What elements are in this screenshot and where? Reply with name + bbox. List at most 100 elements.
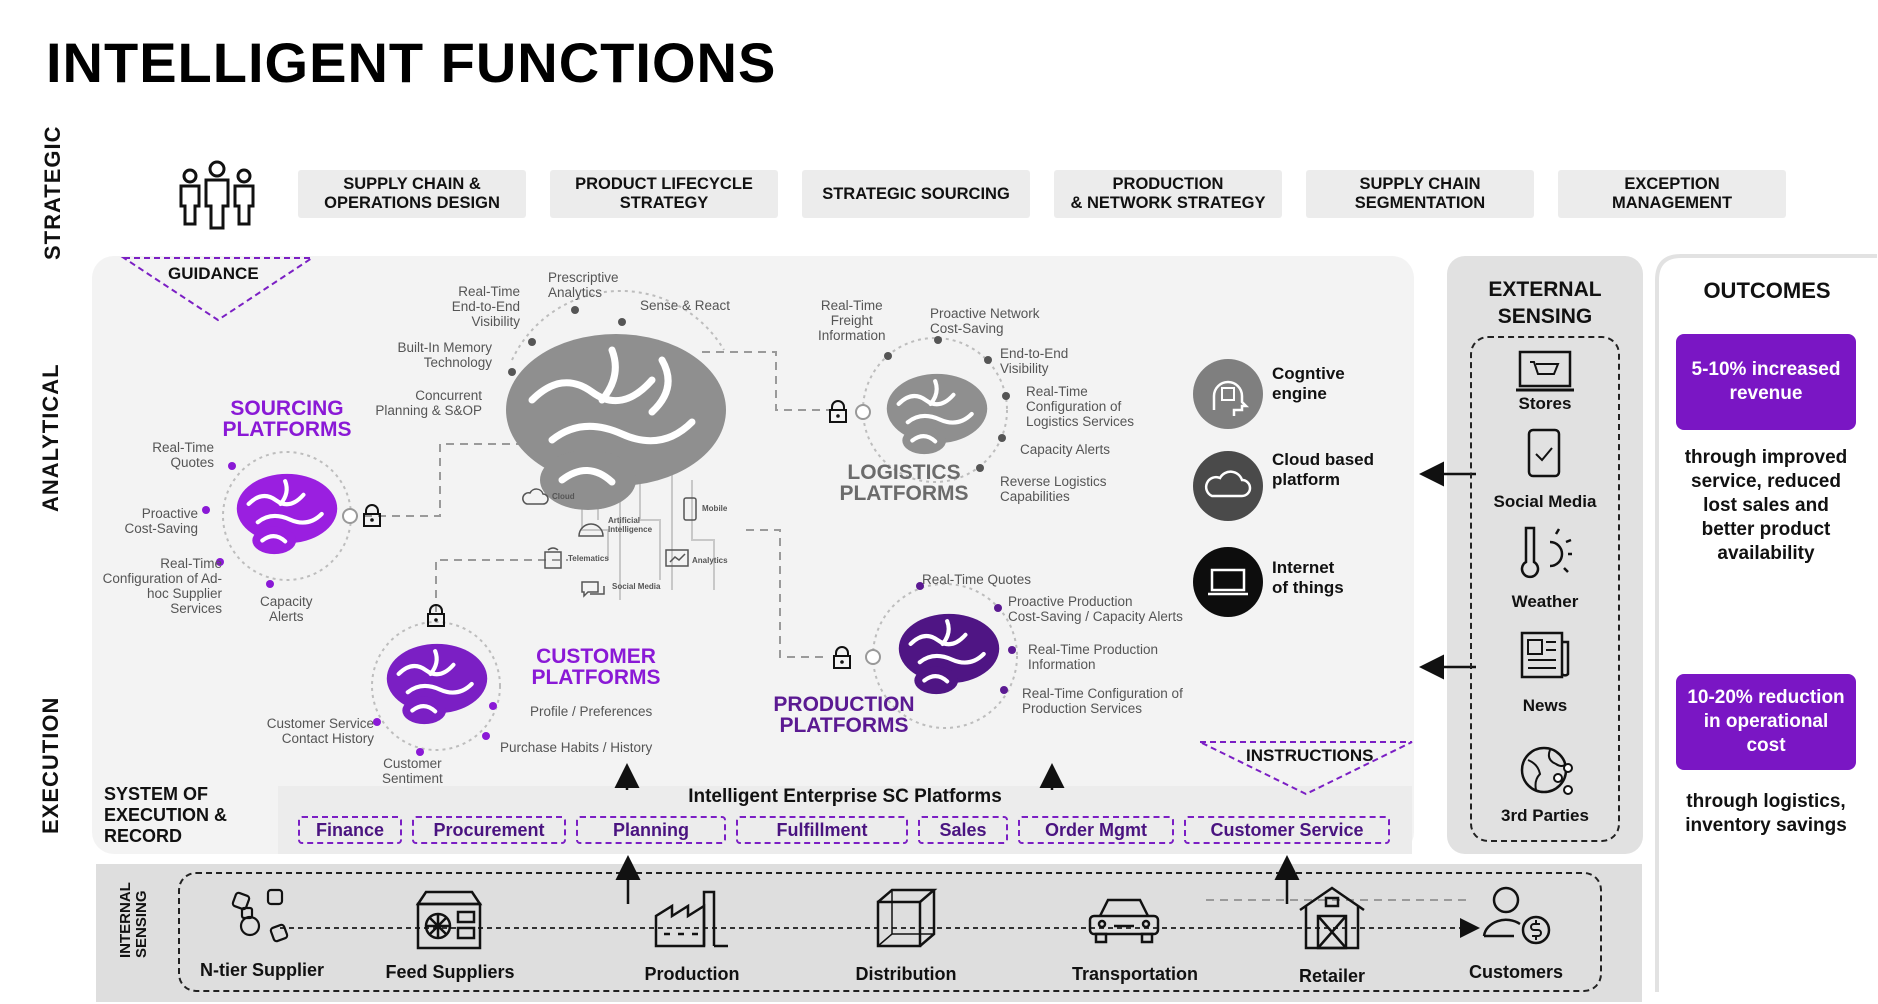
production-label: Proactive Production Cost-Saving / Capac… (1008, 594, 1183, 624)
right-tag-cognitive: Cogntive engine (1272, 364, 1345, 403)
tech-label-mobile: Mobile (702, 504, 728, 513)
cloud-icon (522, 488, 549, 505)
people-group-icon (179, 160, 255, 230)
platform-chip-customer-service: Customer Service (1184, 816, 1390, 844)
internal-item-customers: Customers (1468, 962, 1564, 982)
production-brain-icon (898, 613, 1000, 695)
lock-icon (427, 604, 445, 627)
external-item-weather: Weather (1511, 592, 1579, 611)
internal-sensing-panel (96, 864, 1642, 1002)
production-platforms-title: PRODUCTION PLATFORMS (773, 693, 915, 737)
page-title: INTELLIGENT FUNCTIONS (46, 31, 777, 94)
guidance-label: GUIDANCE (168, 264, 259, 283)
label-sense-react: Sense & React (640, 298, 731, 313)
logistics-label: Capacity Alerts (1020, 442, 1111, 457)
external-sensing-panel (1447, 256, 1643, 854)
internal-item-retailer: Retailer (1298, 966, 1366, 986)
supplier-network-icon (231, 888, 289, 943)
right-tag-cloud: Cloud based platform (1272, 450, 1375, 489)
factory-icon (654, 890, 728, 948)
strategic-item-exception: EXCEPTION MANAGEMENT (1558, 170, 1786, 218)
platform-chip-fulfillment: Fulfillment (736, 816, 908, 844)
label-memory: Built-In Memory Technology (397, 340, 492, 370)
platform-chip-procurement: Procurement (412, 816, 566, 844)
customer-brain-icon (386, 643, 488, 725)
customer-platforms-title: CUSTOMER PLATFORMS (531, 645, 661, 689)
lock-icon (363, 504, 381, 527)
strategic-item-sourcing: STRATEGIC SOURCING (802, 170, 1030, 218)
strategic-item-segmentation: SUPPLY CHAIN SEGMENTATION (1306, 170, 1534, 218)
external-item-stores: Stores (1518, 394, 1572, 413)
telematics-icon (544, 547, 562, 569)
logistics-brain-icon (886, 373, 988, 455)
side-label-analytical: ANALYTICAL (38, 363, 63, 512)
sourcing-label: Proactive Cost-Saving (124, 506, 198, 536)
cognitive-engine-icon (1193, 359, 1263, 429)
platform-chip-planning: Planning (576, 816, 726, 844)
outcome-text-revenue: through improved service, reduced lost s… (1684, 447, 1848, 564)
sourcing-label: Capacity Alerts (260, 594, 313, 624)
mobile-icon (683, 497, 697, 521)
retailer-store-icon (1299, 886, 1365, 950)
customer-payment-icon (1482, 886, 1551, 945)
car-icon (1088, 898, 1160, 944)
internal-item-feed-suppliers: Feed Suppliers (385, 962, 515, 982)
social-media-icon (581, 581, 605, 598)
label-planning: Concurrent Planning & S&OP (375, 388, 482, 418)
enterprise-platform-title: Intelligent Enterprise SC Platforms (688, 786, 1002, 807)
strategic-item-network: PRODUCTION & NETWORK STRATEGY (1054, 170, 1282, 218)
cloud-platform-icon (1193, 451, 1263, 521)
side-label-strategic: STRATEGIC (40, 125, 65, 260)
tech-label-telematics: Telematics (568, 554, 609, 563)
sourcing-label: Real-Time Quotes (152, 440, 214, 470)
sourcing-platforms-title: SOURCING PLATFORMS (222, 397, 352, 441)
sourcing-brain-icon (236, 473, 338, 555)
analytics-icon (665, 549, 689, 567)
globe-network-icon (1520, 746, 1573, 795)
platform-chip-sales: Sales (918, 816, 1008, 844)
internal-item-n-tier-supplier: N-tier Supplier (199, 960, 324, 980)
external-sensing-frame (1470, 336, 1620, 842)
distribution-box-icon (876, 888, 938, 948)
store-icon (1516, 350, 1574, 392)
tech-label-cloud: Cloud (552, 492, 575, 501)
instructions-label: INSTRUCTIONS (1246, 746, 1374, 765)
platform-chip-order-mgmt: Order Mgmt (1018, 816, 1174, 844)
outcome-badge-cost: 10-20% reduction in operational cost (1676, 674, 1856, 770)
newspaper-icon (1520, 631, 1570, 679)
weather-icon (1520, 526, 1572, 579)
tech-label-social: Social Media (612, 582, 661, 591)
customer-label: Purchase Habits / History (500, 740, 653, 755)
lock-icon (833, 646, 851, 669)
lock-icon (829, 400, 847, 423)
label-realtime-visibility: Real-Time End-to-End Visibility (451, 284, 520, 329)
feed-supplier-icon (415, 890, 483, 950)
external-item-third-parties: 3rd Parties (1501, 806, 1589, 825)
central-brain-icon (506, 334, 726, 510)
production-label: Real-Time Configuration of Production Se… (1022, 686, 1183, 716)
logistics-label: Real-Time Freight Information (818, 298, 886, 343)
logistics-platforms-title: LOGISTICS PLATFORMS (839, 461, 969, 505)
internal-item-transportation: Transportation (1071, 964, 1198, 984)
outcome-text-cost: through logistics, inventory savings (1685, 791, 1847, 836)
customer-label: Profile / Preferences (530, 704, 653, 719)
strategic-item-sc-design: SUPPLY CHAIN & OPERATIONS DESIGN (298, 170, 526, 218)
production-label: Real-Time Quotes (922, 572, 1032, 587)
outcome-badge-revenue: 5-10% increased revenue (1676, 334, 1856, 430)
platform-chip-finance: Finance (298, 816, 402, 844)
logistics-label: Reverse Logistics Capabilities (1000, 474, 1107, 504)
label-prescriptive: Prescriptive Analytics (548, 270, 619, 300)
side-label-execution: EXECUTION (38, 696, 63, 834)
internet-of-things-icon (1193, 547, 1263, 617)
strategic-item-lifecycle: PRODUCT LIFECYCLE STRATEGY (550, 170, 778, 218)
internal-sensing-frame (178, 872, 1602, 992)
internal-sensing-side-label: INTERNAL SENSING (117, 882, 150, 958)
internal-item-production: Production (644, 964, 740, 984)
right-tag-iot: Internet of things (1272, 558, 1344, 597)
outcomes-title: OUTCOMES (1703, 278, 1831, 303)
tech-label-ai: Artificial Intelligence (608, 516, 653, 534)
ser-title: SYSTEM OF EXECUTION & RECORD (104, 784, 228, 846)
tech-label-analytics: Analytics (692, 556, 728, 565)
internal-item-distribution: Distribution (855, 964, 957, 984)
ai-icon (578, 523, 604, 537)
